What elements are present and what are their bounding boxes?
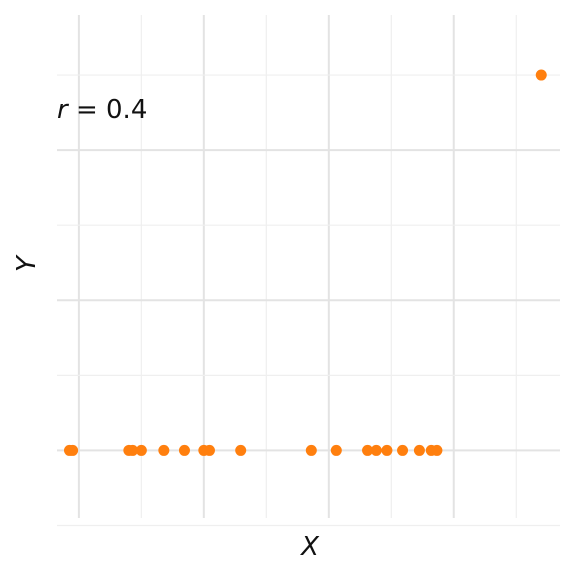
grid-lines — [57, 15, 560, 527]
data-point — [135, 444, 147, 456]
data-point — [178, 444, 190, 456]
data-point — [330, 444, 342, 456]
data-point — [203, 444, 215, 456]
y-axis-title: Y — [12, 254, 42, 272]
data-point — [370, 444, 382, 456]
data-point — [431, 444, 443, 456]
data-point — [67, 444, 79, 456]
data-point — [413, 444, 425, 456]
data-point — [127, 444, 139, 456]
correlation-annotation: r = 0.4 — [57, 95, 147, 125]
correlation-symbol: r — [57, 95, 70, 125]
data-point — [397, 444, 409, 456]
data-point — [362, 444, 374, 456]
data-points — [63, 69, 547, 456]
data-point — [381, 444, 393, 456]
data-point — [158, 444, 170, 456]
data-point — [235, 444, 247, 456]
x-axis-title: X — [299, 532, 320, 562]
data-point — [305, 444, 317, 456]
correlation-value: = 0.4 — [68, 95, 148, 125]
data-point — [535, 69, 547, 81]
